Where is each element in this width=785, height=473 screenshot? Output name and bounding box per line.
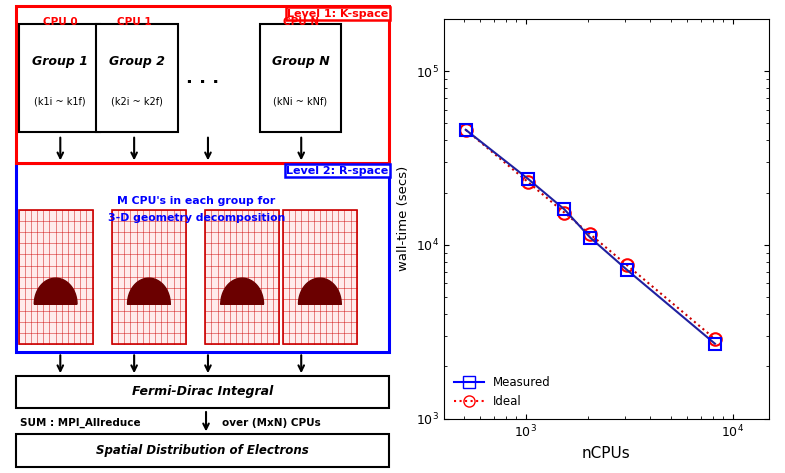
X-axis label: nCPUs: nCPUs: [582, 446, 631, 461]
Text: Level 1: K-space: Level 1: K-space: [287, 9, 389, 18]
Legend: Measured, Ideal: Measured, Ideal: [450, 371, 556, 413]
Text: Spatial Distribution of Electrons: Spatial Distribution of Electrons: [96, 444, 309, 457]
FancyBboxPatch shape: [16, 376, 389, 408]
Text: CPU N: CPU N: [283, 17, 319, 26]
Text: CPU 1: CPU 1: [117, 17, 152, 26]
FancyBboxPatch shape: [19, 210, 93, 344]
Text: . . .: . . .: [185, 69, 219, 87]
Text: Group 2: Group 2: [109, 55, 166, 68]
Text: (k2i ~ k2f): (k2i ~ k2f): [111, 96, 163, 107]
Text: (kNi ~ kNf): (kNi ~ kNf): [273, 96, 327, 107]
FancyBboxPatch shape: [205, 210, 279, 344]
Text: over (MxN) CPUs: over (MxN) CPUs: [221, 418, 320, 429]
FancyBboxPatch shape: [112, 210, 186, 344]
Polygon shape: [35, 278, 77, 304]
FancyBboxPatch shape: [19, 24, 100, 132]
Text: 3-D geometry decomposition: 3-D geometry decomposition: [108, 212, 285, 223]
Polygon shape: [127, 278, 170, 304]
Text: SUM : MPI_Allreduce: SUM : MPI_Allreduce: [20, 418, 141, 429]
Text: Group N: Group N: [272, 55, 330, 68]
Polygon shape: [221, 278, 264, 304]
Text: Level 2: R-space: Level 2: R-space: [287, 166, 389, 175]
FancyBboxPatch shape: [16, 163, 389, 352]
Y-axis label: wall-time (secs): wall-time (secs): [397, 166, 410, 272]
FancyBboxPatch shape: [16, 6, 389, 163]
Text: CPU 0: CPU 0: [43, 17, 78, 26]
Text: Fermi-Dirac Integral: Fermi-Dirac Integral: [132, 385, 272, 398]
Text: Group 1: Group 1: [31, 55, 88, 68]
Text: M CPU's in each group for: M CPU's in each group for: [117, 196, 276, 206]
Text: (k1i ~ k1f): (k1i ~ k1f): [34, 96, 86, 107]
FancyBboxPatch shape: [16, 434, 389, 467]
FancyBboxPatch shape: [260, 24, 341, 132]
Polygon shape: [298, 278, 341, 304]
FancyBboxPatch shape: [283, 210, 357, 344]
FancyBboxPatch shape: [97, 24, 178, 132]
